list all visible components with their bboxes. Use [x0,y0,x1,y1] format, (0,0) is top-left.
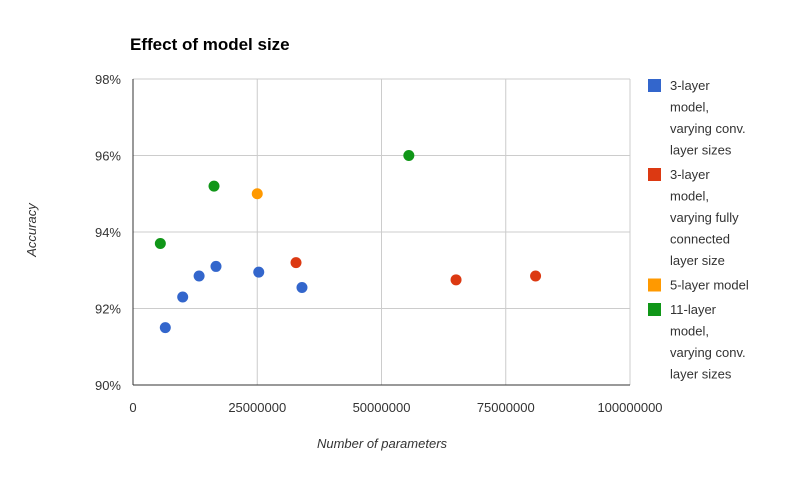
data-point [450,274,462,286]
legend-label: 3-layer [670,78,710,93]
axes [132,79,630,386]
y-axis-label: Accuracy [24,202,39,258]
chart-title: Effect of model size [130,35,290,54]
gridlines [133,78,631,385]
x-tick-label: 100000000 [597,400,662,415]
data-point [208,180,220,192]
x-tick-label: 0 [129,400,136,415]
legend-label: varying fully [670,210,739,225]
legend-label: 11-layer [670,302,717,317]
data-point [193,270,205,282]
legend-swatch [648,79,661,92]
y-tick-label: 94% [95,225,121,240]
data-point [290,257,302,269]
y-tick-label: 96% [95,149,121,164]
y-tick-label: 90% [95,378,121,393]
data-point [210,260,222,272]
data-point [403,150,415,161]
tick-labels: 90% 92% 94% 96% 98% 0 25000000 50000000 75000000… [95,72,663,415]
legend: 3-layer model, varying conv. layer sizes 3-l… [648,78,749,382]
x-tick-label: 50000000 [353,400,411,415]
y-tick-label: 92% [95,302,121,317]
legend-label: model, [670,100,709,115]
legend-label: model, [670,324,709,339]
legend-swatch [648,278,661,292]
legend-label: 5-layer model [670,278,749,293]
legend-label: model, [670,189,709,204]
legend-label: varying conv. [670,345,746,360]
data-point [251,188,263,200]
legend-label: layer sizes [670,367,732,382]
legend-label: varying conv. [670,121,746,136]
legend-label: connected [670,232,730,247]
data-point [296,281,308,293]
data-point [530,270,542,282]
x-axis-label: Number of parameters [317,436,448,451]
data-points [154,150,542,334]
data-point [177,291,189,303]
legend-label: layer size [670,253,725,268]
x-tick-label: 25000000 [228,400,286,415]
data-point [159,322,171,334]
legend-swatch [648,303,661,316]
x-tick-label: 75000000 [477,400,535,415]
data-point [253,266,265,278]
legend-label: layer sizes [670,143,732,158]
data-point [154,237,166,249]
legend-label: 3-layer [670,167,710,182]
legend-swatch [648,168,661,181]
y-tick-label: 98% [95,72,121,87]
